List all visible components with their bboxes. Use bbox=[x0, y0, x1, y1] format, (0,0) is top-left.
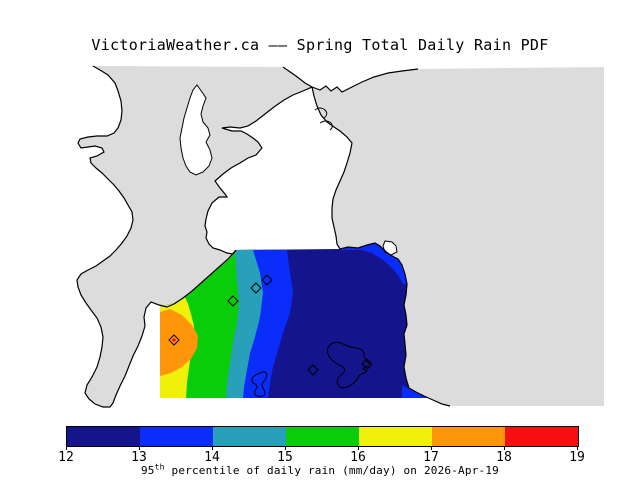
station-diamond bbox=[227, 295, 239, 307]
colorbar-tick bbox=[358, 446, 359, 450]
colorbar-cell-15-16 bbox=[286, 427, 359, 446]
inlet bbox=[179, 84, 213, 176]
colorbar-label-13: 13 bbox=[131, 450, 147, 465]
colorbar-cell-14-15 bbox=[213, 427, 286, 446]
colorbar-cell-16-17 bbox=[359, 427, 432, 446]
colorbar-label-15: 15 bbox=[277, 450, 293, 465]
station-diamond bbox=[250, 282, 262, 294]
station-diamond bbox=[261, 274, 273, 286]
colorbar-label-19: 19 bbox=[569, 450, 585, 465]
caption-base: 95 bbox=[140, 464, 155, 477]
colorbar-cell-17-18 bbox=[432, 427, 505, 446]
coastline-left bbox=[76, 65, 314, 408]
colorbar-label-12: 12 bbox=[58, 450, 74, 465]
colorbar-tick bbox=[285, 446, 286, 450]
colorbar-tick bbox=[431, 446, 432, 450]
colorbar-tick bbox=[504, 446, 505, 450]
colorbar-tick bbox=[66, 446, 67, 450]
colorbar-label-14: 14 bbox=[204, 450, 220, 465]
caption-superscript: th bbox=[154, 462, 165, 472]
colorbar-cell-18-19 bbox=[505, 427, 578, 446]
station-diamond bbox=[168, 334, 180, 346]
band-13-14-se-wedge bbox=[402, 385, 429, 399]
coastline-right-north bbox=[311, 68, 419, 93]
left-landmass bbox=[77, 66, 312, 407]
colorbar-caption: 95th percentile of daily rain (mm/day) o… bbox=[0, 462, 640, 477]
colorbar-label-16: 16 bbox=[350, 450, 366, 465]
station-diamond bbox=[307, 364, 319, 376]
colorbar-cell-13-14 bbox=[140, 427, 213, 446]
band-17-18 bbox=[160, 309, 198, 376]
island-outline-large bbox=[327, 341, 371, 389]
colorbar-label-18: 18 bbox=[496, 450, 512, 465]
island-outline-small bbox=[251, 371, 268, 397]
colorbar-label-17: 17 bbox=[423, 450, 439, 465]
plot-title: VictoriaWeather.ca —— Spring Total Daily… bbox=[91, 36, 549, 54]
station-highlight-dot bbox=[172, 338, 176, 342]
station-markers bbox=[168, 274, 373, 376]
coastline-islets bbox=[314, 107, 333, 131]
station-diamond bbox=[361, 358, 373, 370]
colorbar-tick bbox=[577, 446, 578, 450]
colorbar-tick bbox=[212, 446, 213, 450]
caption-rest: percentile of daily rain (mm/day) on 202… bbox=[164, 464, 499, 477]
colorbar-cell-12-13 bbox=[67, 427, 140, 446]
coastline-right-west bbox=[311, 86, 451, 407]
right-landmass bbox=[312, 67, 604, 406]
colorbar-tick bbox=[139, 446, 140, 450]
colorbar bbox=[66, 426, 579, 447]
